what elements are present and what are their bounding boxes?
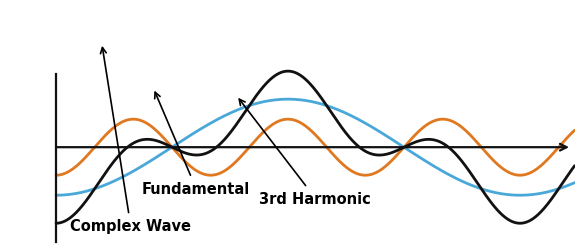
Text: 3rd Harmonic: 3rd Harmonic xyxy=(239,100,371,206)
Text: Complex Wave: Complex Wave xyxy=(70,48,191,233)
Text: Fundamental: Fundamental xyxy=(142,93,250,196)
